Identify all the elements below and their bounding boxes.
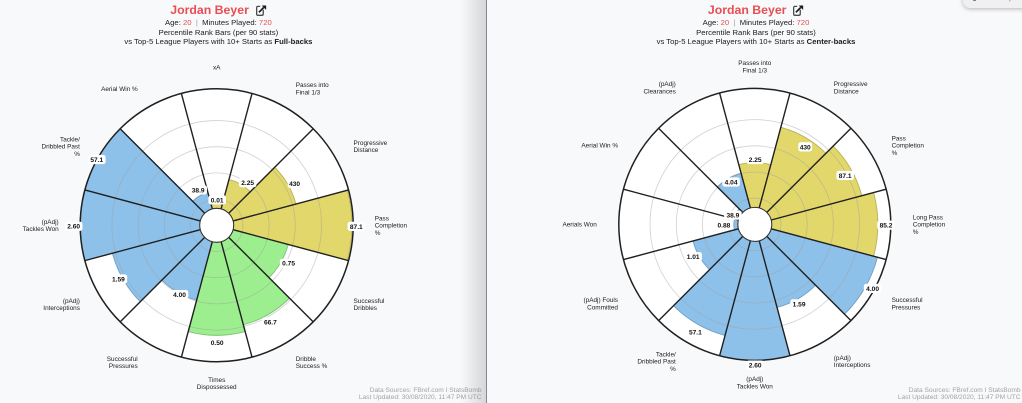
svg-text:0.88: 0.88 — [717, 223, 730, 230]
svg-text:2.60: 2.60 — [67, 224, 80, 231]
svg-text:Completion: Completion — [375, 223, 408, 230]
svg-text:Success %: Success % — [296, 363, 328, 370]
svg-text:%: % — [892, 150, 898, 157]
svg-text:Progressive: Progressive — [834, 81, 868, 88]
svg-text:Interceptions: Interceptions — [43, 305, 80, 312]
svg-text:430: 430 — [800, 144, 811, 151]
svg-text:Final 1/3: Final 1/3 — [743, 67, 768, 74]
svg-text:1.59: 1.59 — [793, 301, 806, 308]
svg-text:Committed: Committed — [587, 304, 618, 311]
svg-text:%: % — [913, 229, 919, 236]
svg-text:Passes into: Passes into — [738, 60, 771, 67]
svg-text:Pressures: Pressures — [892, 304, 921, 311]
svg-text:Dribbled Past: Dribbled Past — [42, 144, 81, 151]
svg-text:Successful: Successful — [892, 297, 923, 304]
svg-text:430: 430 — [289, 181, 300, 188]
svg-text:(pAdj) Fouls: (pAdj) Fouls — [584, 297, 618, 304]
svg-text:0.50: 0.50 — [211, 340, 224, 347]
svg-text:4.04: 4.04 — [725, 179, 738, 186]
svg-text:Dispossessed: Dispossessed — [197, 384, 237, 391]
svg-text:57.1: 57.1 — [90, 157, 103, 164]
svg-text:(pAdj): (pAdj) — [746, 376, 763, 383]
svg-text:87.1: 87.1 — [350, 224, 363, 231]
svg-text:Aerials Won: Aerials Won — [562, 222, 597, 229]
svg-text:2.25: 2.25 — [749, 157, 762, 164]
svg-text:Aerial Win %: Aerial Win % — [101, 86, 138, 93]
svg-text:2.25: 2.25 — [241, 180, 254, 187]
svg-text:%: % — [670, 366, 676, 373]
svg-text:Successful: Successful — [107, 356, 138, 363]
svg-text:66.7: 66.7 — [264, 319, 277, 326]
svg-text:(pAdj): (pAdj) — [659, 81, 676, 88]
svg-text:Dribbled Past: Dribbled Past — [637, 359, 676, 366]
svg-text:Long Pass: Long Pass — [913, 215, 943, 222]
svg-text:2.60: 2.60 — [749, 363, 762, 370]
svg-text:Distance: Distance — [834, 89, 859, 96]
svg-text:Progressive: Progressive — [354, 140, 388, 147]
svg-text:Interceptions: Interceptions — [834, 362, 871, 369]
svg-text:%: % — [375, 230, 381, 237]
svg-text:Aerial Win %: Aerial Win % — [581, 143, 618, 150]
svg-text:Tackle/: Tackle/ — [656, 351, 676, 358]
svg-text:Final 1/3: Final 1/3 — [296, 89, 321, 96]
svg-text:1.59: 1.59 — [112, 276, 125, 283]
svg-text:Tackles Won: Tackles Won — [737, 383, 774, 390]
svg-text:38.9: 38.9 — [192, 187, 205, 194]
svg-text:Tackles Won: Tackles Won — [23, 226, 60, 233]
svg-text:Pressures: Pressures — [109, 363, 138, 370]
svg-text:Completion: Completion — [913, 222, 946, 229]
svg-text:57.1: 57.1 — [689, 330, 702, 337]
svg-text:%: % — [74, 151, 80, 158]
svg-text:xA: xA — [213, 65, 221, 72]
svg-text:Completion: Completion — [892, 143, 925, 150]
svg-text:Distance: Distance — [354, 147, 379, 154]
svg-text:85.2: 85.2 — [880, 223, 893, 230]
svg-text:4.00: 4.00 — [866, 286, 879, 293]
svg-text:(pAdj): (pAdj) — [63, 298, 80, 305]
svg-text:38.9: 38.9 — [726, 213, 739, 220]
svg-text:Pass: Pass — [892, 136, 906, 143]
svg-text:1.01: 1.01 — [687, 254, 700, 261]
svg-text:Passes into: Passes into — [296, 82, 329, 89]
svg-text:Dribbles: Dribbles — [354, 305, 377, 312]
svg-text:Dribble: Dribble — [296, 356, 317, 363]
svg-text:Times: Times — [208, 377, 225, 384]
svg-text:0.75: 0.75 — [282, 261, 295, 268]
svg-text:Tackle/: Tackle/ — [60, 136, 80, 143]
svg-text:(pAdj): (pAdj) — [42, 219, 59, 226]
svg-text:0.01: 0.01 — [211, 197, 224, 204]
svg-text:Clearances: Clearances — [643, 89, 675, 96]
svg-text:(pAdj): (pAdj) — [834, 355, 851, 362]
svg-text:Pass: Pass — [375, 215, 389, 222]
svg-text:4.00: 4.00 — [173, 292, 186, 299]
svg-text:Successful: Successful — [354, 298, 385, 305]
svg-text:87.1: 87.1 — [839, 173, 852, 180]
